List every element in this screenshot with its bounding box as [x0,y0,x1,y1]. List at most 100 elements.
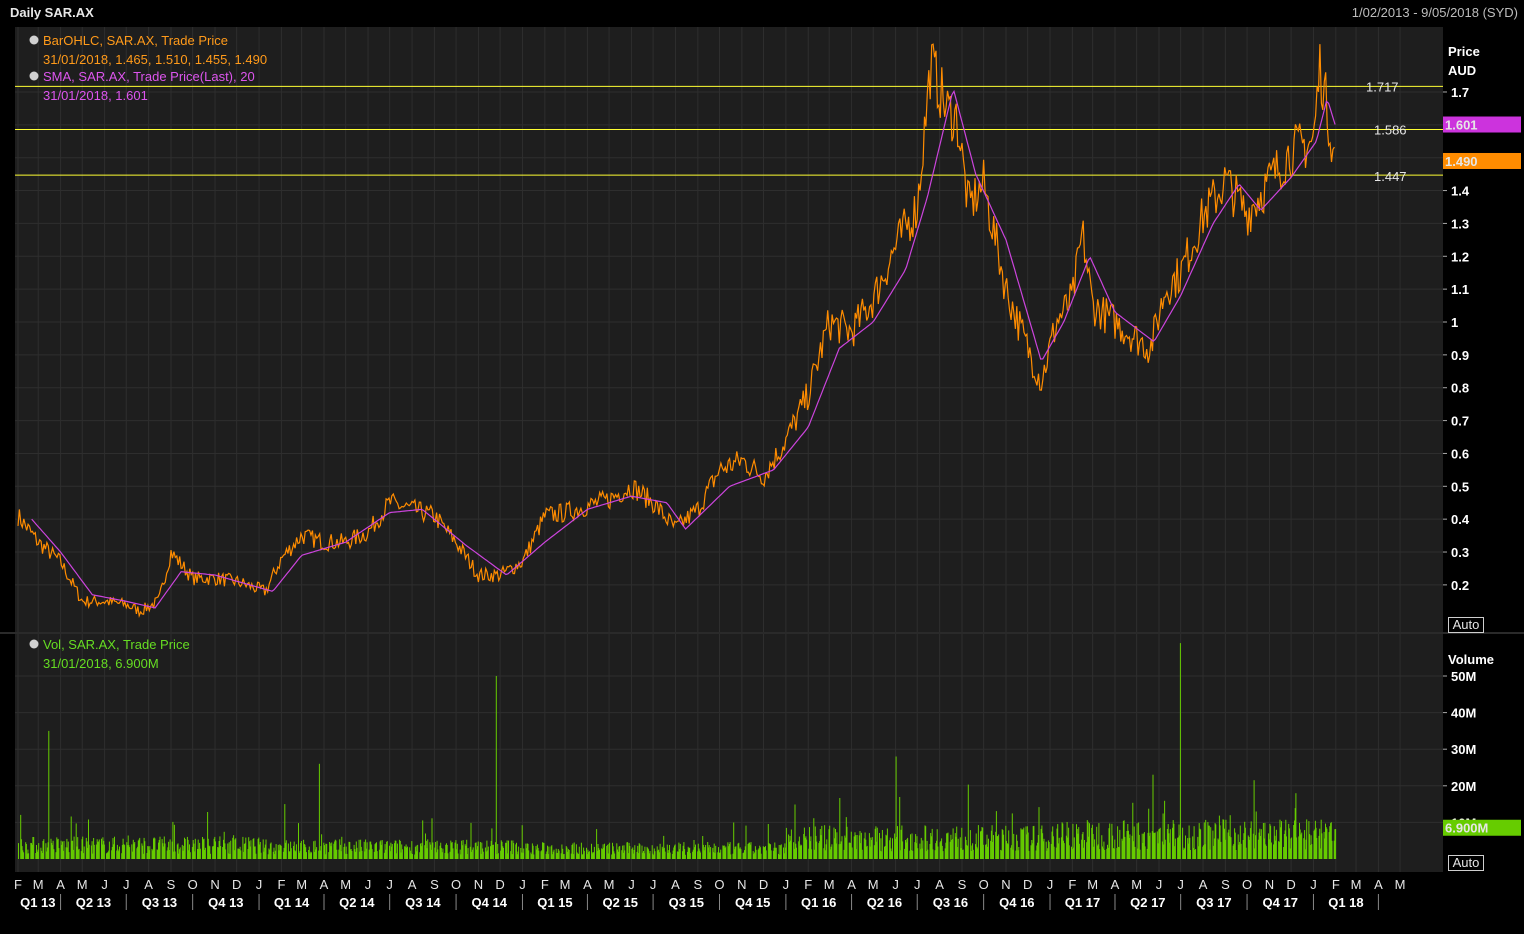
level-label-low: 1.447 [1374,169,1407,184]
volume-bar [343,847,345,859]
time-axis-quarters[interactable]: Q1 13 Q2 13 Q3 13 Q4 13 Q1 14 Q2 14 Q3 14 Q4 14… [20,894,1379,910]
volume-bar [55,852,57,859]
volume-bar [929,844,931,859]
volume-bar [764,847,766,859]
volume-bar [161,839,163,859]
volume-bar [187,839,189,859]
volume-bar [1006,840,1007,859]
volume-bar [506,840,508,859]
volume-bar [1013,833,1015,859]
legend-toggle-icon[interactable] [29,71,39,81]
volume-bar [1223,819,1225,859]
volume-bar [440,847,442,859]
volume-bar [525,843,527,859]
volume-bar [238,849,240,859]
legend-toggle-icon[interactable] [29,35,39,45]
volume-bar [1098,823,1100,859]
volume-bar [1112,835,1114,859]
volume-bar [825,844,827,859]
volume-bar [449,851,451,859]
volume-bar [864,832,866,859]
volume-bar [1278,841,1280,859]
volume-bar [1325,827,1327,859]
volume-bar [799,846,801,859]
volume-bar [765,850,767,859]
volume-bar [689,853,691,859]
volume-bar [1001,850,1002,859]
volume-bar [72,849,74,859]
volume-bar [1060,837,1062,859]
volume-bar [173,851,175,859]
volume-bar [259,844,260,859]
volume-panel[interactable] [15,634,1443,872]
month-tick-label: J [628,877,635,892]
volume-bar [360,839,362,859]
volume-bar [977,848,979,859]
volume-bar [389,845,390,859]
price-tick-label: 0.6 [1451,446,1469,461]
volume-bar [46,851,48,859]
volume-bar [147,846,149,859]
volume-bar [970,851,972,859]
volume-bar [20,839,22,859]
volume-bar [194,838,196,859]
volume-bar [957,838,959,859]
volume-bar [474,842,476,859]
volume-bar [780,845,782,859]
volume-bar [61,844,63,859]
volume-bar [588,851,590,859]
volume-bar [422,820,424,859]
volume-bar [946,833,948,859]
volume-bar [587,849,589,859]
price-panel[interactable] [15,27,1443,632]
volume-bar [1032,826,1034,859]
month-tick-label: F [541,877,549,892]
volume-bar [692,849,694,859]
volume-bar [964,836,966,859]
volume-bar [767,824,769,859]
volume-bar [440,842,442,859]
volume-bar [217,847,219,859]
price-auto-scale-button[interactable]: Auto [1448,617,1484,633]
volume-bar [714,852,716,859]
volume-auto-scale-button[interactable]: Auto [1448,855,1484,871]
volume-bar [1051,831,1053,859]
volume-bar [955,836,957,859]
volume-bar [623,845,625,859]
volume-bar [627,853,629,859]
volume-bar [394,843,395,859]
volume-bar [511,854,513,859]
volume-bar [1244,827,1246,859]
volume-bar [1309,834,1311,859]
volume-bar [578,854,579,859]
volume-bar [146,853,148,859]
volume-bar [117,849,119,859]
volume-bar [749,844,751,859]
volume-bar [1138,822,1140,859]
volume-bar [914,842,916,859]
volume-bar [722,845,724,859]
level-lines[interactable] [15,85,1443,176]
volume-bar [765,846,766,859]
volume-bar [1296,837,1298,859]
volume-bar [264,844,266,859]
volume-bar [518,846,520,859]
volume-bar [1222,819,1224,859]
volume-bar [28,853,30,859]
volume-bar [435,852,437,859]
volume-bar [801,845,802,859]
volume-bar [840,843,841,859]
volume-bar [151,848,153,859]
volume-bar [475,842,477,859]
quarter-tick-label: Q1 14 [274,895,310,910]
volume-bar [593,846,595,859]
volume-bar [636,851,638,859]
volume-bar [752,851,754,859]
volume-bar [860,843,862,859]
volume-bar [800,844,802,859]
volume-bar [530,852,532,859]
volume-bar [189,844,190,859]
legend-toggle-icon[interactable] [29,639,39,649]
volume-bar [225,849,227,859]
